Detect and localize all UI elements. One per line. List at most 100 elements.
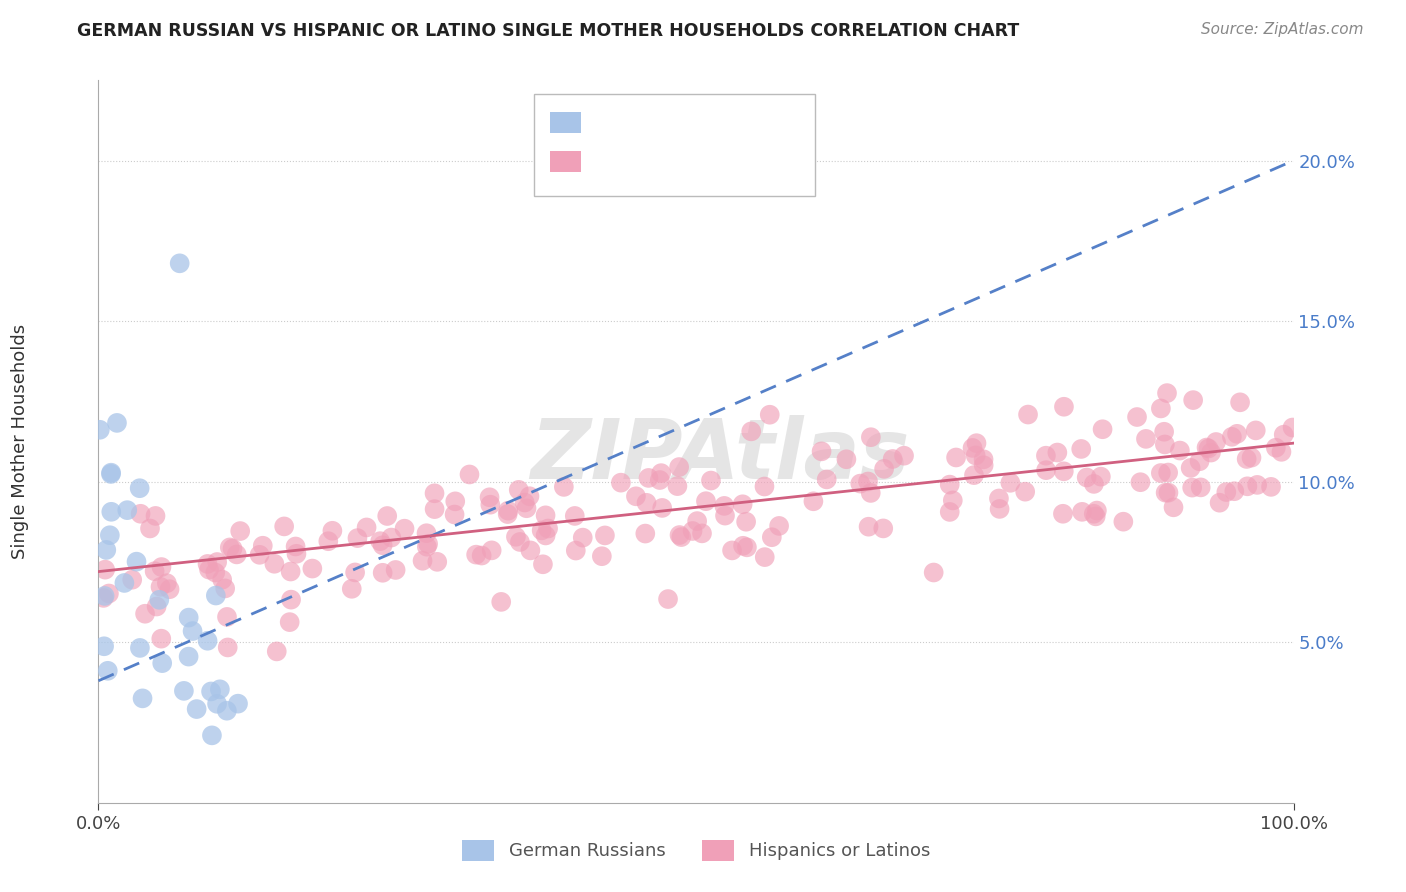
Point (375, 508, 398, 523)
Point (700, 474, 723, 488)
Point (131, 691, 153, 706)
Point (249, 548, 271, 562)
Text: R =: R = (593, 112, 636, 132)
Point (201, 728, 224, 742)
Point (198, 563, 221, 577)
Point (496, 504, 519, 518)
Point (591, 549, 613, 564)
Point (682, 524, 704, 538)
Point (205, 555, 228, 569)
Point (973, 452, 995, 467)
Point (1205, 435, 1227, 450)
Point (217, 640, 239, 655)
Point (148, 592, 170, 607)
Point (112, 576, 135, 591)
Point (657, 592, 679, 607)
Point (534, 508, 557, 523)
Point (186, 702, 208, 716)
Point (1071, 505, 1094, 519)
Point (1129, 475, 1152, 490)
Point (125, 555, 148, 569)
Point (938, 477, 960, 491)
Text: 32: 32 (734, 112, 761, 132)
Point (1229, 395, 1251, 409)
Point (938, 505, 960, 519)
Point (97, 664, 120, 678)
Point (94, 563, 117, 577)
Point (882, 452, 904, 467)
Point (204, 566, 226, 580)
Point (139, 521, 162, 535)
Point (1223, 484, 1246, 499)
Point (942, 493, 965, 508)
Point (273, 519, 295, 533)
Y-axis label: Single Mother Households: Single Mother Households (11, 324, 30, 559)
Point (229, 524, 252, 538)
Point (965, 449, 987, 463)
Point (1053, 400, 1076, 414)
Point (519, 489, 541, 503)
Point (97, 586, 120, 600)
Point (859, 430, 882, 444)
Point (505, 530, 527, 544)
Point (1157, 466, 1180, 480)
Point (731, 497, 754, 511)
Point (1150, 466, 1173, 480)
Point (754, 550, 776, 565)
Point (1046, 445, 1069, 459)
Text: 0.157: 0.157 (636, 112, 697, 132)
Point (565, 543, 588, 558)
Point (1236, 452, 1258, 467)
Point (1053, 464, 1076, 478)
Point (714, 508, 737, 523)
Point (252, 539, 274, 553)
Point (1091, 422, 1114, 436)
Point (686, 514, 709, 528)
Point (988, 502, 1011, 516)
Point (93, 591, 115, 605)
Point (1153, 437, 1175, 451)
Point (346, 531, 368, 545)
Point (93, 640, 115, 654)
Point (156, 576, 179, 591)
Point (849, 476, 872, 491)
Point (145, 508, 167, 523)
Point (1226, 426, 1249, 441)
Point (89, 423, 111, 437)
Point (519, 543, 541, 558)
Legend: German Russians, Hispanics or Latinos: German Russians, Hispanics or Latinos (454, 832, 938, 868)
Point (98, 528, 121, 542)
Point (496, 507, 519, 521)
Text: R =: R = (593, 152, 636, 171)
Point (768, 519, 790, 533)
Point (318, 534, 340, 549)
Point (537, 521, 560, 535)
Point (1070, 442, 1092, 456)
Point (1154, 485, 1177, 500)
Point (481, 543, 503, 558)
Point (416, 540, 439, 554)
Point (100, 466, 122, 480)
Point (143, 564, 166, 578)
Point (426, 555, 449, 569)
Point (731, 539, 754, 553)
Point (1236, 479, 1258, 493)
Point (177, 649, 200, 664)
Point (301, 561, 323, 575)
Point (1153, 425, 1175, 439)
Point (610, 475, 633, 490)
Point (803, 494, 825, 508)
Point (263, 557, 285, 571)
Point (1264, 441, 1286, 455)
Point (1084, 509, 1107, 524)
Point (754, 479, 776, 493)
Point (761, 530, 783, 544)
Point (666, 479, 689, 493)
Point (651, 500, 673, 515)
Point (1112, 515, 1135, 529)
Point (149, 580, 172, 594)
Point (1163, 500, 1185, 515)
Point (444, 494, 467, 508)
Point (534, 528, 557, 542)
Point (1244, 424, 1267, 438)
